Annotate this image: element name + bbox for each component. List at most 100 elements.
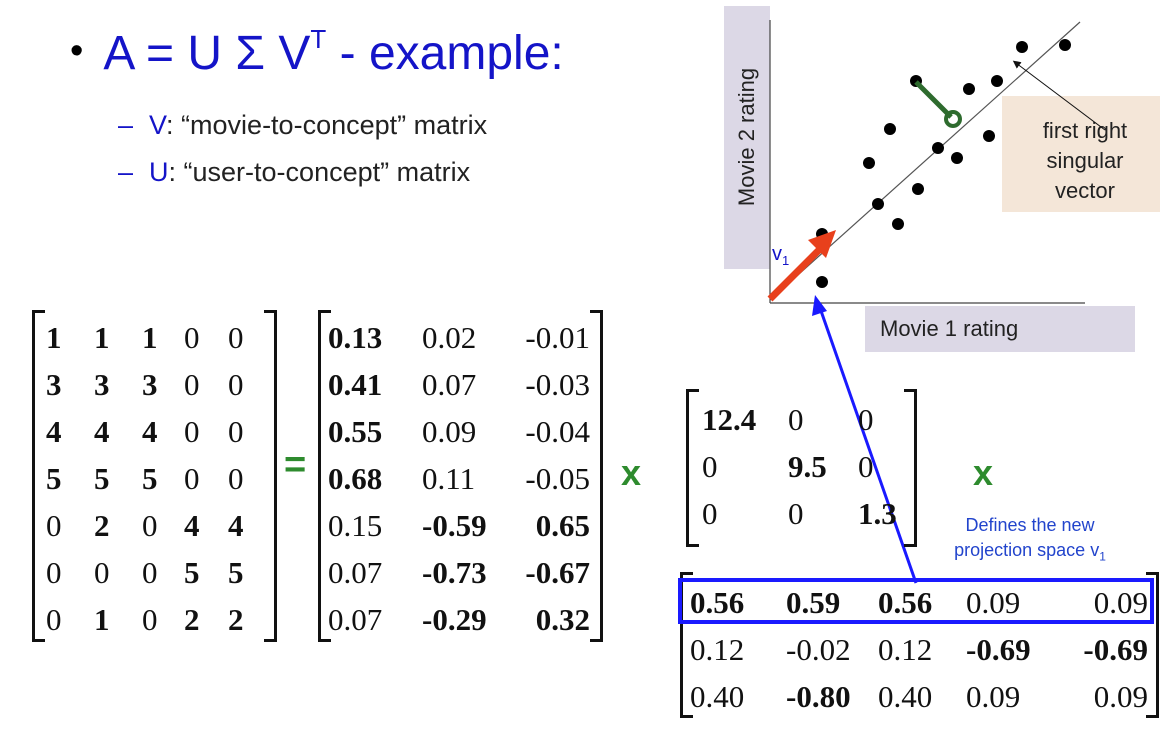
matrix-row: 0.40 -0.80 0.40 0.09 0.09: [690, 673, 1148, 720]
matrix-cell: 4: [94, 413, 110, 449]
matrix-cell: 0: [228, 319, 244, 355]
matrix-cell: 4: [46, 413, 62, 449]
singular-vector-line: [769, 21, 1081, 301]
matrix-cell: 4: [142, 413, 158, 449]
matrix-cell: 0.13: [328, 319, 383, 355]
matrix-u-left-bracket: [318, 310, 331, 642]
matrix-cell: 0.12: [878, 631, 933, 667]
matrix-cell: 3: [94, 366, 110, 402]
data-point: [951, 152, 963, 164]
matrix-cell: 0.68: [328, 460, 383, 496]
matrix-cell: 1.3: [858, 495, 897, 531]
matrix-row: 0.41 0.07 -0.03: [328, 361, 590, 408]
matrix-cell: 0: [788, 401, 804, 437]
matrix-cell: 0: [184, 366, 200, 402]
matrix-cell: 9.5: [788, 448, 827, 484]
matrix-u: 0.13 0.02 -0.01 0.41 0.07 -0.03 0.55 0.09 -0.04 0…: [328, 314, 590, 643]
matrix-cell: -0.80: [786, 678, 851, 714]
matrix-cell: 0: [858, 401, 874, 437]
matrix-cell: 0.09: [966, 678, 1021, 714]
v1-arrow-head: [808, 230, 836, 258]
matrix-cell: 0: [702, 448, 718, 484]
data-point: [1059, 39, 1071, 51]
projection-point: [944, 110, 962, 128]
matrix-cell: 0.07: [422, 366, 477, 402]
matrix-cell: 2: [94, 507, 110, 543]
matrix-cell: 0.56: [690, 584, 745, 620]
matrix-cell: 2: [228, 601, 244, 637]
matrix-cell: 0.07: [328, 601, 383, 637]
matrix-cell: 0: [46, 507, 62, 543]
matrix-cell: -0.69: [966, 631, 1031, 667]
pointer-arrow-head: [812, 295, 827, 316]
matrix-cell: -0.73: [422, 554, 487, 590]
matrix-cell: -0.04: [525, 413, 590, 449]
matrix-cell: 0.40: [878, 678, 933, 714]
bullet-v: – V: “movie-to-concept” matrix: [118, 110, 488, 140]
matrix-cell: 0.09: [1093, 678, 1148, 714]
matrix-row: 0.07 -0.73 -0.67: [328, 549, 590, 596]
matrix-cell: 3: [46, 366, 62, 402]
matrix-cell: 0: [142, 601, 158, 637]
matrix-a-left-bracket: [32, 310, 45, 642]
matrix-cell: 0.41: [328, 366, 383, 402]
matrix-cell: 0.55: [328, 413, 383, 449]
callout-text: first right singular vector: [1042, 118, 1128, 203]
matrix-row: 0 9.5 0: [702, 443, 908, 490]
matrix-cell: 0.65: [535, 507, 590, 543]
matrix-cell: 0.32: [535, 601, 590, 637]
matrix-cell: 0: [184, 413, 200, 449]
matrix-cell: 12.4: [702, 401, 757, 437]
matrix-cell: -0.02: [786, 631, 851, 667]
matrix-cell: 0.09: [966, 584, 1021, 620]
matrix-s-right-bracket: [904, 389, 917, 547]
matrix-s-left-bracket: [686, 389, 699, 547]
matrix-cell: 0: [788, 495, 804, 531]
matrix-vt-right-bracket: [1146, 572, 1159, 718]
ylabel-background: [724, 6, 770, 269]
matrix-cell: 0: [228, 366, 244, 402]
matrix-cell: 5: [94, 460, 110, 496]
v1-label: v1: [772, 243, 790, 268]
matrix-cell: 5: [228, 554, 244, 590]
matrix-cell: 0: [228, 413, 244, 449]
matrix-row: 0.13 0.02 -0.01: [328, 314, 590, 361]
data-point: [912, 183, 924, 195]
equals-sign: =: [284, 444, 307, 486]
matrix-cell: 0.02: [422, 319, 477, 355]
matrix-cell: 2: [184, 601, 200, 637]
matrix-cell: -0.59: [422, 507, 487, 543]
matrix-cell: 0.56: [878, 584, 933, 620]
matrix-cell: 4: [228, 507, 244, 543]
matrix-row: 0.68 0.11 -0.05: [328, 455, 590, 502]
multiply-sign-1: x: [621, 452, 642, 493]
matrix-cell: 1: [46, 319, 62, 355]
matrix-cell: -0.01: [525, 319, 590, 355]
data-point: [1016, 41, 1028, 53]
matrix-u-right-bracket: [590, 310, 603, 642]
callout-background: [1002, 96, 1160, 212]
matrix-row: 0.56 0.59 0.56 0.09 0.09: [690, 579, 1148, 626]
matrix-cell: 0.09: [422, 413, 477, 449]
data-point: [892, 218, 904, 230]
data-point: [863, 157, 875, 169]
data-point: [991, 75, 1003, 87]
matrix-cell: 4: [184, 507, 200, 543]
projection-note: Defines the new projection space v1: [954, 515, 1106, 564]
matrix-cell: -0.03: [525, 366, 590, 402]
matrix-cell: 0.40: [690, 678, 745, 714]
callout-arrow: [1012, 60, 1106, 131]
v1-arrow-shaft: [767, 244, 825, 302]
first-row-highlight: [678, 578, 1154, 624]
matrix-cell: 0.09: [1093, 584, 1148, 620]
matrix-cell: 0: [228, 460, 244, 496]
data-point: [884, 123, 896, 135]
matrix-cell: 0.15: [328, 507, 383, 543]
